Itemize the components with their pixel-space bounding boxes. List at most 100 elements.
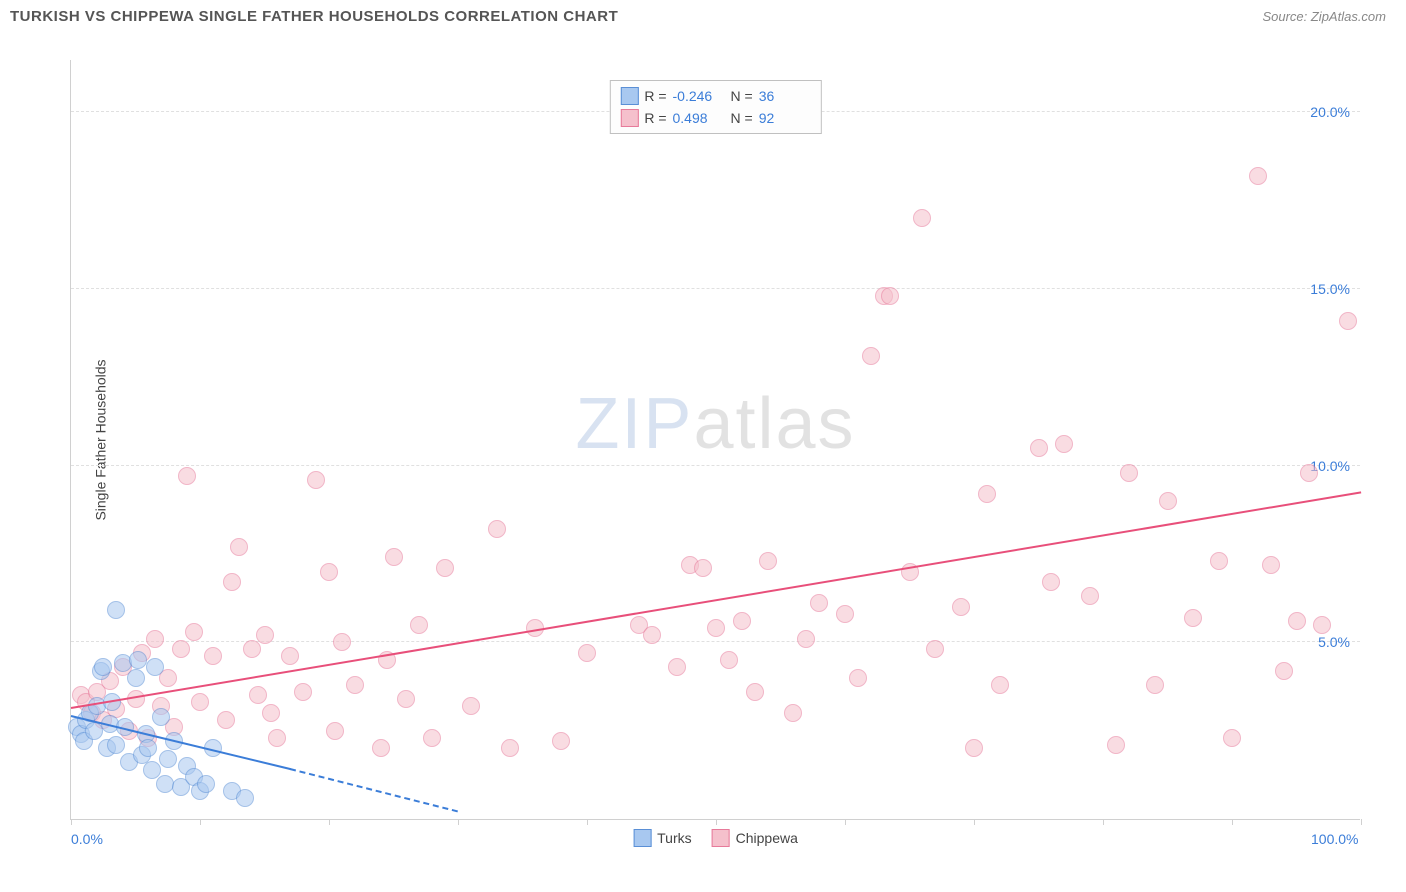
chippewa-point: [1262, 556, 1280, 574]
r-label: R =: [644, 110, 666, 126]
chart-header: TURKISH VS CHIPPEWA SINGLE FATHER HOUSEH…: [0, 0, 1406, 33]
chippewa-point: [1146, 676, 1164, 694]
chippewa-point: [926, 640, 944, 658]
chippewa-point: [1081, 587, 1099, 605]
chippewa-point: [991, 676, 1009, 694]
n-label: N =: [731, 110, 753, 126]
watermark-atlas: atlas: [693, 384, 855, 464]
chippewa-point: [643, 626, 661, 644]
chippewa-point: [146, 630, 164, 648]
chippewa-point: [552, 732, 570, 750]
legend-row-chippewa: R = 0.498 N = 92: [620, 107, 810, 129]
chippewa-point: [1313, 616, 1331, 634]
chippewa-point: [262, 704, 280, 722]
chippewa-point: [223, 573, 241, 591]
chippewa-point: [185, 623, 203, 641]
r-label: R =: [644, 88, 666, 104]
chippewa-point: [172, 640, 190, 658]
turks-point: [127, 669, 145, 687]
n-label: N =: [731, 88, 753, 104]
watermark-zip: ZIP: [575, 384, 693, 464]
x-tick-label: 100.0%: [1311, 831, 1358, 847]
chippewa-point: [230, 538, 248, 556]
turks-point: [129, 651, 147, 669]
chippewa-point: [797, 630, 815, 648]
x-tick: [458, 819, 459, 825]
chippewa-point: [346, 676, 364, 694]
y-tick-label: 15.0%: [1310, 281, 1350, 297]
x-tick-label: 0.0%: [71, 831, 103, 847]
chippewa-point: [1275, 662, 1293, 680]
chippewa-point: [965, 739, 983, 757]
y-tick-label: 5.0%: [1318, 634, 1350, 650]
gridline: [71, 465, 1360, 466]
source-prefix: Source:: [1262, 9, 1310, 24]
turks-point: [94, 658, 112, 676]
chippewa-point: [488, 520, 506, 538]
chippewa-point: [462, 697, 480, 715]
chart-title: TURKISH VS CHIPPEWA SINGLE FATHER HOUSEH…: [10, 8, 618, 25]
chippewa-point: [881, 287, 899, 305]
x-tick: [1361, 819, 1362, 825]
turks-trendline-extrapolated: [290, 768, 458, 812]
chippewa-point: [385, 548, 403, 566]
correlation-legend: R = -0.246N = 36R = 0.498N = 92: [609, 80, 821, 134]
y-tick-label: 20.0%: [1310, 104, 1350, 120]
x-tick: [587, 819, 588, 825]
turks-point: [107, 601, 125, 619]
chippewa-point: [784, 704, 802, 722]
chippewa-point: [1249, 167, 1267, 185]
chippewa-point: [397, 690, 415, 708]
chippewa-point: [1159, 492, 1177, 510]
chippewa-point: [436, 559, 454, 577]
plot-area: ZIPatlas 5.0%10.0%15.0%20.0%0.0%100.0%R …: [70, 60, 1360, 820]
chippewa-point: [268, 729, 286, 747]
chippewa-point: [281, 647, 299, 665]
chippewa-point: [668, 658, 686, 676]
x-tick: [329, 819, 330, 825]
chippewa-trendline: [71, 492, 1361, 710]
chippewa-point: [1055, 435, 1073, 453]
turks-label: Turks: [657, 830, 691, 846]
legend-item-turks: Turks: [633, 829, 691, 847]
chippewa-point: [294, 683, 312, 701]
x-tick: [974, 819, 975, 825]
chippewa-point: [1107, 736, 1125, 754]
chippewa-point: [191, 693, 209, 711]
chippewa-point: [204, 647, 222, 665]
turks-point: [197, 775, 215, 793]
turks-swatch: [620, 87, 638, 105]
chippewa-point: [578, 644, 596, 662]
chippewa-point: [256, 626, 274, 644]
chippewa-point: [1339, 312, 1357, 330]
x-tick: [1232, 819, 1233, 825]
chippewa-point: [178, 467, 196, 485]
chippewa-point: [1223, 729, 1241, 747]
gridline: [71, 288, 1360, 289]
chippewa-point: [410, 616, 428, 634]
turks-point: [139, 739, 157, 757]
watermark: ZIPatlas: [575, 383, 855, 465]
chippewa-point: [836, 605, 854, 623]
chippewa-point: [243, 640, 261, 658]
chippewa-point: [501, 739, 519, 757]
chippewa-point: [759, 552, 777, 570]
chippewa-point: [372, 739, 390, 757]
chippewa-point: [217, 711, 235, 729]
chippewa-r-value: 0.498: [673, 110, 725, 126]
chippewa-swatch: [620, 109, 638, 127]
x-tick: [71, 819, 72, 825]
chippewa-point: [862, 347, 880, 365]
turks-point: [146, 658, 164, 676]
turks-point: [159, 750, 177, 768]
chippewa-point: [1030, 439, 1048, 457]
legend-row-turks: R = -0.246N = 36: [620, 85, 810, 107]
x-tick: [716, 819, 717, 825]
chippewa-swatch-icon: [712, 829, 730, 847]
chippewa-n-value: 92: [759, 110, 811, 126]
x-tick: [1103, 819, 1104, 825]
chippewa-point: [1042, 573, 1060, 591]
source-name: ZipAtlas.com: [1311, 9, 1386, 24]
turks-point: [107, 736, 125, 754]
chippewa-point: [1300, 464, 1318, 482]
